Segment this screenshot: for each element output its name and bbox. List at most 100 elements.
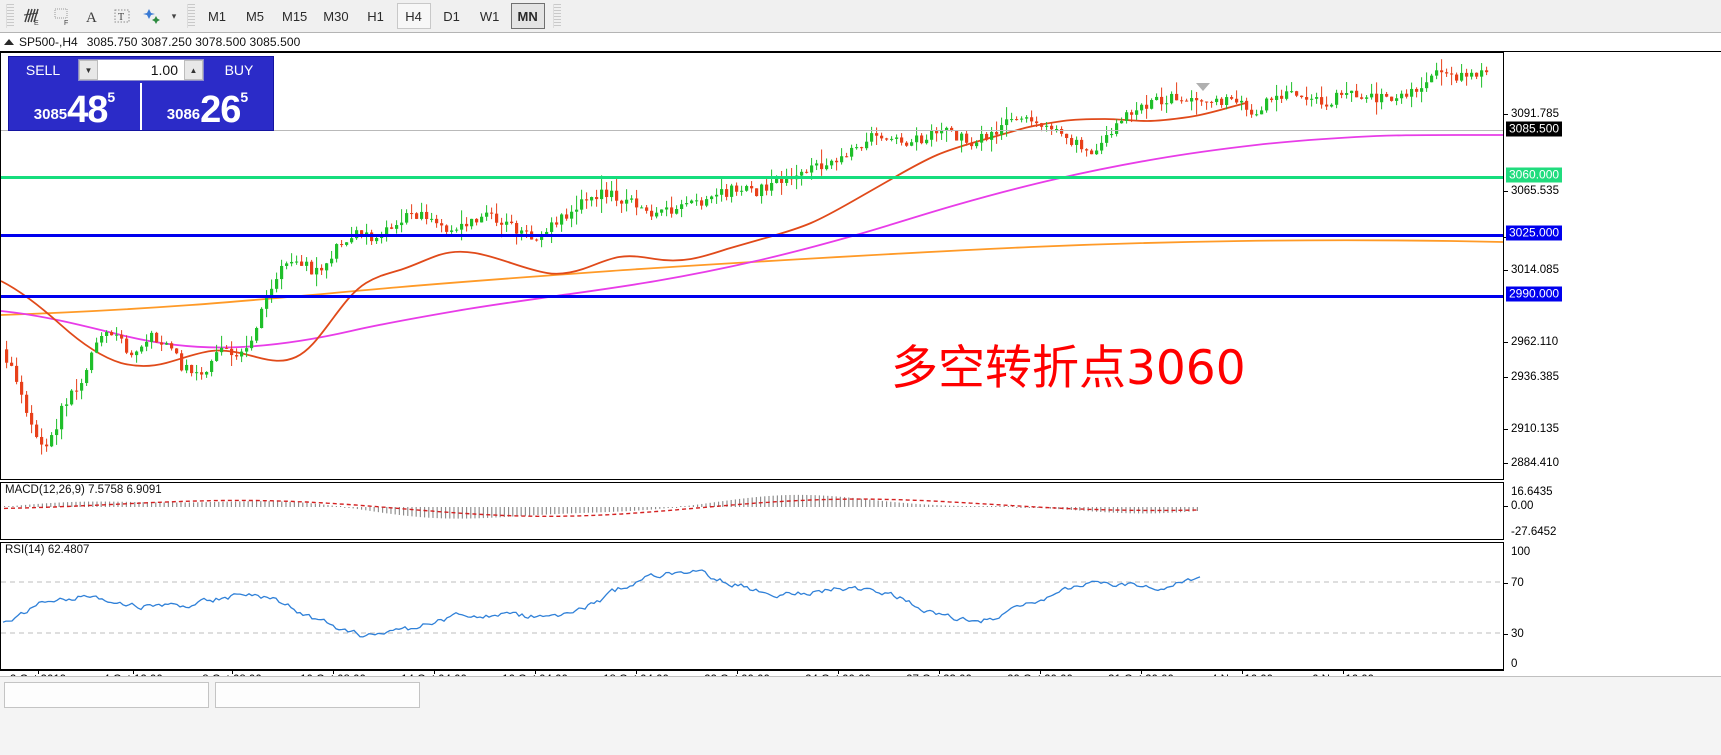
toolbar-grip-2[interactable]: [187, 4, 195, 28]
timeframe-h1[interactable]: H1: [367, 8, 384, 24]
buy-price-big: 26: [200, 89, 241, 131]
tick-mark: [1504, 463, 1508, 464]
tick-mark: [1504, 114, 1508, 115]
svg-text:E: E: [34, 20, 39, 26]
timeframe-m15[interactable]: M15: [282, 8, 308, 24]
objects-icon[interactable]: [137, 1, 167, 31]
timeframe-m1[interactable]: M1: [207, 8, 227, 24]
time-tick-mark: [1343, 671, 1344, 674]
volume-increase-icon[interactable]: ▲: [184, 60, 203, 80]
time-tick-mark: [333, 671, 334, 674]
tick-mark: [1504, 634, 1508, 635]
text-label-icon[interactable]: T: [107, 1, 137, 31]
time-tick-mark: [232, 671, 233, 674]
symbol-label: SP500-,H4: [19, 35, 78, 49]
toolbar-grip[interactable]: [6, 4, 14, 28]
price-tag-2990[interactable]: 2990.000: [1506, 286, 1563, 302]
time-tick-mark: [1040, 671, 1041, 674]
indicators-icon[interactable]: E: [17, 1, 47, 31]
sell-price-big: 48: [67, 89, 108, 131]
text-tool-icon[interactable]: A: [77, 1, 107, 31]
tick-mark: [1504, 583, 1508, 584]
time-tick-mark: [737, 671, 738, 674]
tick-mark: [1504, 270, 1508, 271]
buy-price-sup: 5: [240, 89, 249, 105]
rsi-tick-70: 70: [1511, 577, 1524, 589]
tick-mark: [1504, 342, 1508, 343]
one-click-trading-panel[interactable]: SELL ▼ 1.00 ▲ BUY 3085 48 5 3086 26 5: [8, 56, 274, 131]
taskbar-window-2[interactable]: [215, 682, 420, 708]
level-line-2990[interactable]: [1, 295, 1503, 298]
chart-area[interactable]: 多空转折点3060 3091.785 3085.500 3065.535 306…: [0, 52, 1721, 755]
timeframe-w1[interactable]: W1: [479, 8, 500, 24]
tick-mark: [1504, 377, 1508, 378]
price-tick-2884: 2884.410: [1511, 457, 1559, 469]
symbol-ohlc-values: 3085.750 3087.250 3078.500 3085.500: [86, 35, 301, 49]
macd-tick-min: -27.6452: [1511, 526, 1557, 538]
volume-input[interactable]: 1.00: [150, 62, 178, 78]
timeframe-m30[interactable]: M30: [323, 8, 349, 24]
time-tick-mark: [1242, 671, 1243, 674]
taskbar-window-1[interactable]: [4, 682, 209, 708]
objects-dropdown-caret-icon[interactable]: ▾: [171, 10, 177, 21]
sell-button[interactable]: SELL: [9, 57, 77, 83]
toolbar-grip-3[interactable]: [552, 4, 561, 28]
rsi-caption: RSI(14) 62.4807: [5, 544, 90, 556]
tick-mark: [1504, 429, 1508, 430]
price-tag-current: 3085.500: [1506, 121, 1563, 137]
collapse-triangle-icon[interactable]: [4, 39, 14, 45]
rsi-tick-100: 100: [1511, 546, 1531, 558]
macd-tick-max: 16.6435: [1511, 486, 1553, 498]
crosshair-f-icon[interactable]: F: [47, 1, 77, 31]
rsi-tick-30: 30: [1511, 628, 1524, 640]
price-tick-2936: 2936.385: [1511, 371, 1559, 383]
rsi-scale: 100 70 30 0: [1504, 542, 1721, 670]
price-tick-2910: 2910.135: [1511, 423, 1559, 435]
trade-panel-controls-row: SELL ▼ 1.00 ▲ BUY: [9, 57, 273, 83]
sell-price-prefix: 3085: [33, 106, 68, 123]
macd-scale: 16.6435 0.00 -27.6452: [1504, 482, 1721, 540]
timeframe-d1[interactable]: D1: [443, 8, 460, 24]
macd-panel[interactable]: MACD(12,26,9) 7.5758 6.9091: [0, 482, 1504, 540]
os-taskbar[interactable]: [0, 676, 1721, 755]
price-tag-3060[interactable]: 3060.000: [1506, 167, 1563, 183]
sell-price-sup: 5: [107, 89, 116, 105]
time-tick-mark: [636, 671, 637, 674]
price-chart-canvas: [1, 59, 1503, 455]
symbol-info-bar: SP500-,H4 3085.750 3087.250 3078.500 308…: [0, 33, 1721, 52]
price-tick-3065: 3065.535: [1511, 185, 1559, 197]
time-tick-mark: [1141, 671, 1142, 674]
macd-tick-zero: 0.00: [1511, 500, 1534, 512]
time-tick-mark: [535, 671, 536, 674]
svg-text:F: F: [64, 20, 68, 26]
buy-price-cell[interactable]: 3086 26 5: [140, 83, 273, 130]
price-tick-3091: 3091.785: [1511, 108, 1559, 120]
timeframe-h4[interactable]: H4: [396, 3, 431, 29]
price-tick-3014: 3014.085: [1511, 264, 1559, 276]
price-tag-3025[interactable]: 3025.000: [1506, 225, 1563, 241]
level-line-3060[interactable]: [1, 176, 1503, 179]
time-tick-mark: [38, 671, 39, 674]
chart-annotation-text: 多空转折点3060: [891, 341, 1246, 396]
price-tick-2962: 2962.110: [1511, 336, 1559, 348]
tick-mark: [1504, 191, 1508, 192]
svg-text:T: T: [118, 12, 124, 23]
price-scale[interactable]: 3091.785 3085.500 3065.535 3060.000 3039…: [1504, 52, 1721, 526]
svg-text:A: A: [86, 10, 97, 26]
volume-decrease-icon[interactable]: ▼: [79, 60, 98, 80]
tick-mark: [1504, 506, 1508, 507]
timeframe-mn[interactable]: MN: [510, 3, 545, 29]
timeframe-m5[interactable]: M5: [245, 8, 265, 24]
time-tick-mark: [939, 671, 940, 674]
main-toolbar: E F A T ▾ M1 M5 M15 M30 H1 H4 D1 W1 MN: [0, 0, 1721, 33]
sell-price-cell[interactable]: 3085 48 5: [9, 83, 140, 130]
macd-canvas: [3, 494, 1198, 519]
trade-panel-prices-row: 3085 48 5 3086 26 5: [9, 83, 273, 130]
rsi-panel[interactable]: RSI(14) 62.4807: [0, 542, 1504, 670]
volume-stepper[interactable]: ▼ 1.00 ▲: [78, 59, 204, 81]
level-line-3025[interactable]: [1, 234, 1503, 237]
rsi-canvas: [1, 569, 1503, 638]
buy-button[interactable]: BUY: [205, 57, 273, 83]
rsi-tick-0: 0: [1511, 658, 1518, 670]
current-price-line: [1, 130, 1503, 131]
